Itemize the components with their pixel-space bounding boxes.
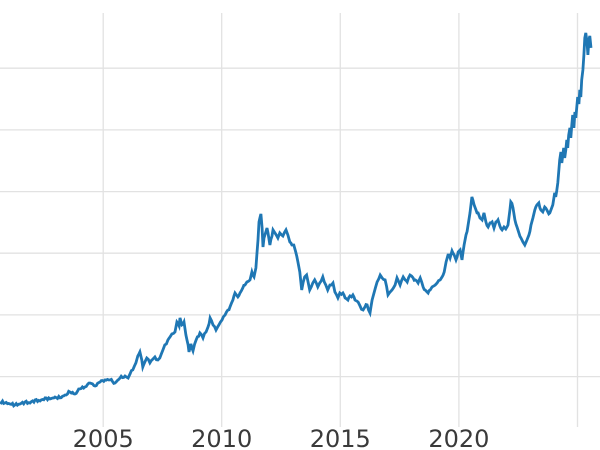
vertical-gridlines <box>102 13 579 427</box>
x-axis-tick-labels: 2005 2010 2015 2020 <box>73 425 490 450</box>
horizontal-gridlines <box>0 67 600 378</box>
price-line-series <box>0 32 593 409</box>
x-tick-label-2015: 2015 <box>310 425 371 450</box>
x-tick-label-2005: 2005 <box>73 425 134 450</box>
x-tick-label-2010: 2010 <box>191 425 252 450</box>
x-tick-label-2020: 2020 <box>428 425 489 450</box>
